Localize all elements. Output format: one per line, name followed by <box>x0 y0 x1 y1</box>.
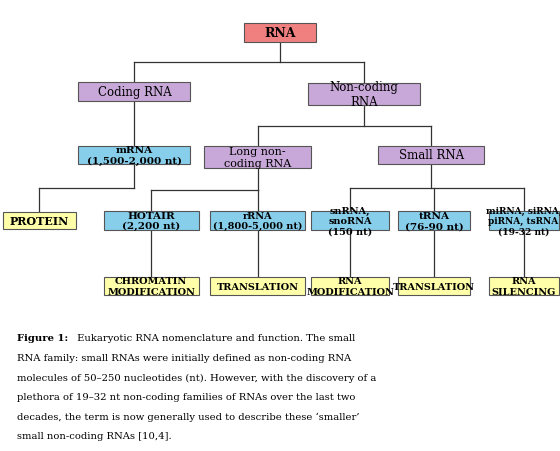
FancyBboxPatch shape <box>488 212 559 230</box>
FancyBboxPatch shape <box>210 277 305 296</box>
Text: Coding RNA: Coding RNA <box>97 86 171 99</box>
FancyBboxPatch shape <box>104 212 199 230</box>
Text: RNA: RNA <box>264 28 296 40</box>
FancyBboxPatch shape <box>3 212 76 230</box>
FancyBboxPatch shape <box>311 212 389 230</box>
FancyBboxPatch shape <box>488 277 559 296</box>
Text: Non-coding
RNA: Non-coding RNA <box>330 81 398 109</box>
FancyBboxPatch shape <box>104 277 199 296</box>
FancyBboxPatch shape <box>210 212 305 230</box>
Text: rRNA
(1,800-5,000 nt): rRNA (1,800-5,000 nt) <box>213 211 302 231</box>
Text: plethora of 19–32 nt non-coding families of RNAs over the last two: plethora of 19–32 nt non-coding families… <box>17 392 355 401</box>
Text: Long non-
coding RNA: Long non- coding RNA <box>224 147 291 169</box>
FancyBboxPatch shape <box>78 83 190 102</box>
FancyBboxPatch shape <box>244 24 316 43</box>
Text: HOTAIR
(2,200 nt): HOTAIR (2,200 nt) <box>122 211 180 231</box>
FancyBboxPatch shape <box>398 277 470 296</box>
Text: decades, the term is now generally used to describe these ‘smaller’: decades, the term is now generally used … <box>17 412 360 421</box>
Text: RNA
SILENCING: RNA SILENCING <box>492 277 556 296</box>
Text: mRNA
(1,500-2,000 nt): mRNA (1,500-2,000 nt) <box>87 146 182 166</box>
FancyBboxPatch shape <box>311 277 389 296</box>
FancyBboxPatch shape <box>204 147 311 169</box>
FancyBboxPatch shape <box>78 146 190 165</box>
FancyBboxPatch shape <box>398 212 470 230</box>
Text: CHROMATIN
MODIFICATION: CHROMATIN MODIFICATION <box>108 277 195 296</box>
Text: small non-coding RNAs [10,4].: small non-coding RNAs [10,4]. <box>17 432 171 441</box>
Text: RNA family: small RNAs were initially defined as non-coding RNA: RNA family: small RNAs were initially de… <box>17 353 351 362</box>
Text: molecules of 50–250 nucleotides (nt). However, with the discovery of a: molecules of 50–250 nucleotides (nt). Ho… <box>17 373 376 382</box>
Text: RNA
MODIFICATION: RNA MODIFICATION <box>306 277 394 296</box>
Text: TRANSLATION: TRANSLATION <box>393 282 475 291</box>
Text: miRNA, siRNA,
piRNA, tsRNA
(19-32 nt): miRNA, siRNA, piRNA, tsRNA (19-32 nt) <box>486 206 560 236</box>
FancyBboxPatch shape <box>378 146 484 165</box>
Text: Figure 1:: Figure 1: <box>17 334 68 343</box>
Text: Small RNA: Small RNA <box>399 149 464 162</box>
Text: Eukaryotic RNA nomenclature and function. The small: Eukaryotic RNA nomenclature and function… <box>74 334 355 343</box>
FancyBboxPatch shape <box>308 84 420 106</box>
Text: tRNA
(76-90 nt): tRNA (76-90 nt) <box>405 212 463 230</box>
Text: snRNA,
snoRNA
(150 nt): snRNA, snoRNA (150 nt) <box>328 206 372 236</box>
Text: PROTEIN: PROTEIN <box>10 216 69 226</box>
Text: TRANSLATION: TRANSLATION <box>217 282 298 291</box>
